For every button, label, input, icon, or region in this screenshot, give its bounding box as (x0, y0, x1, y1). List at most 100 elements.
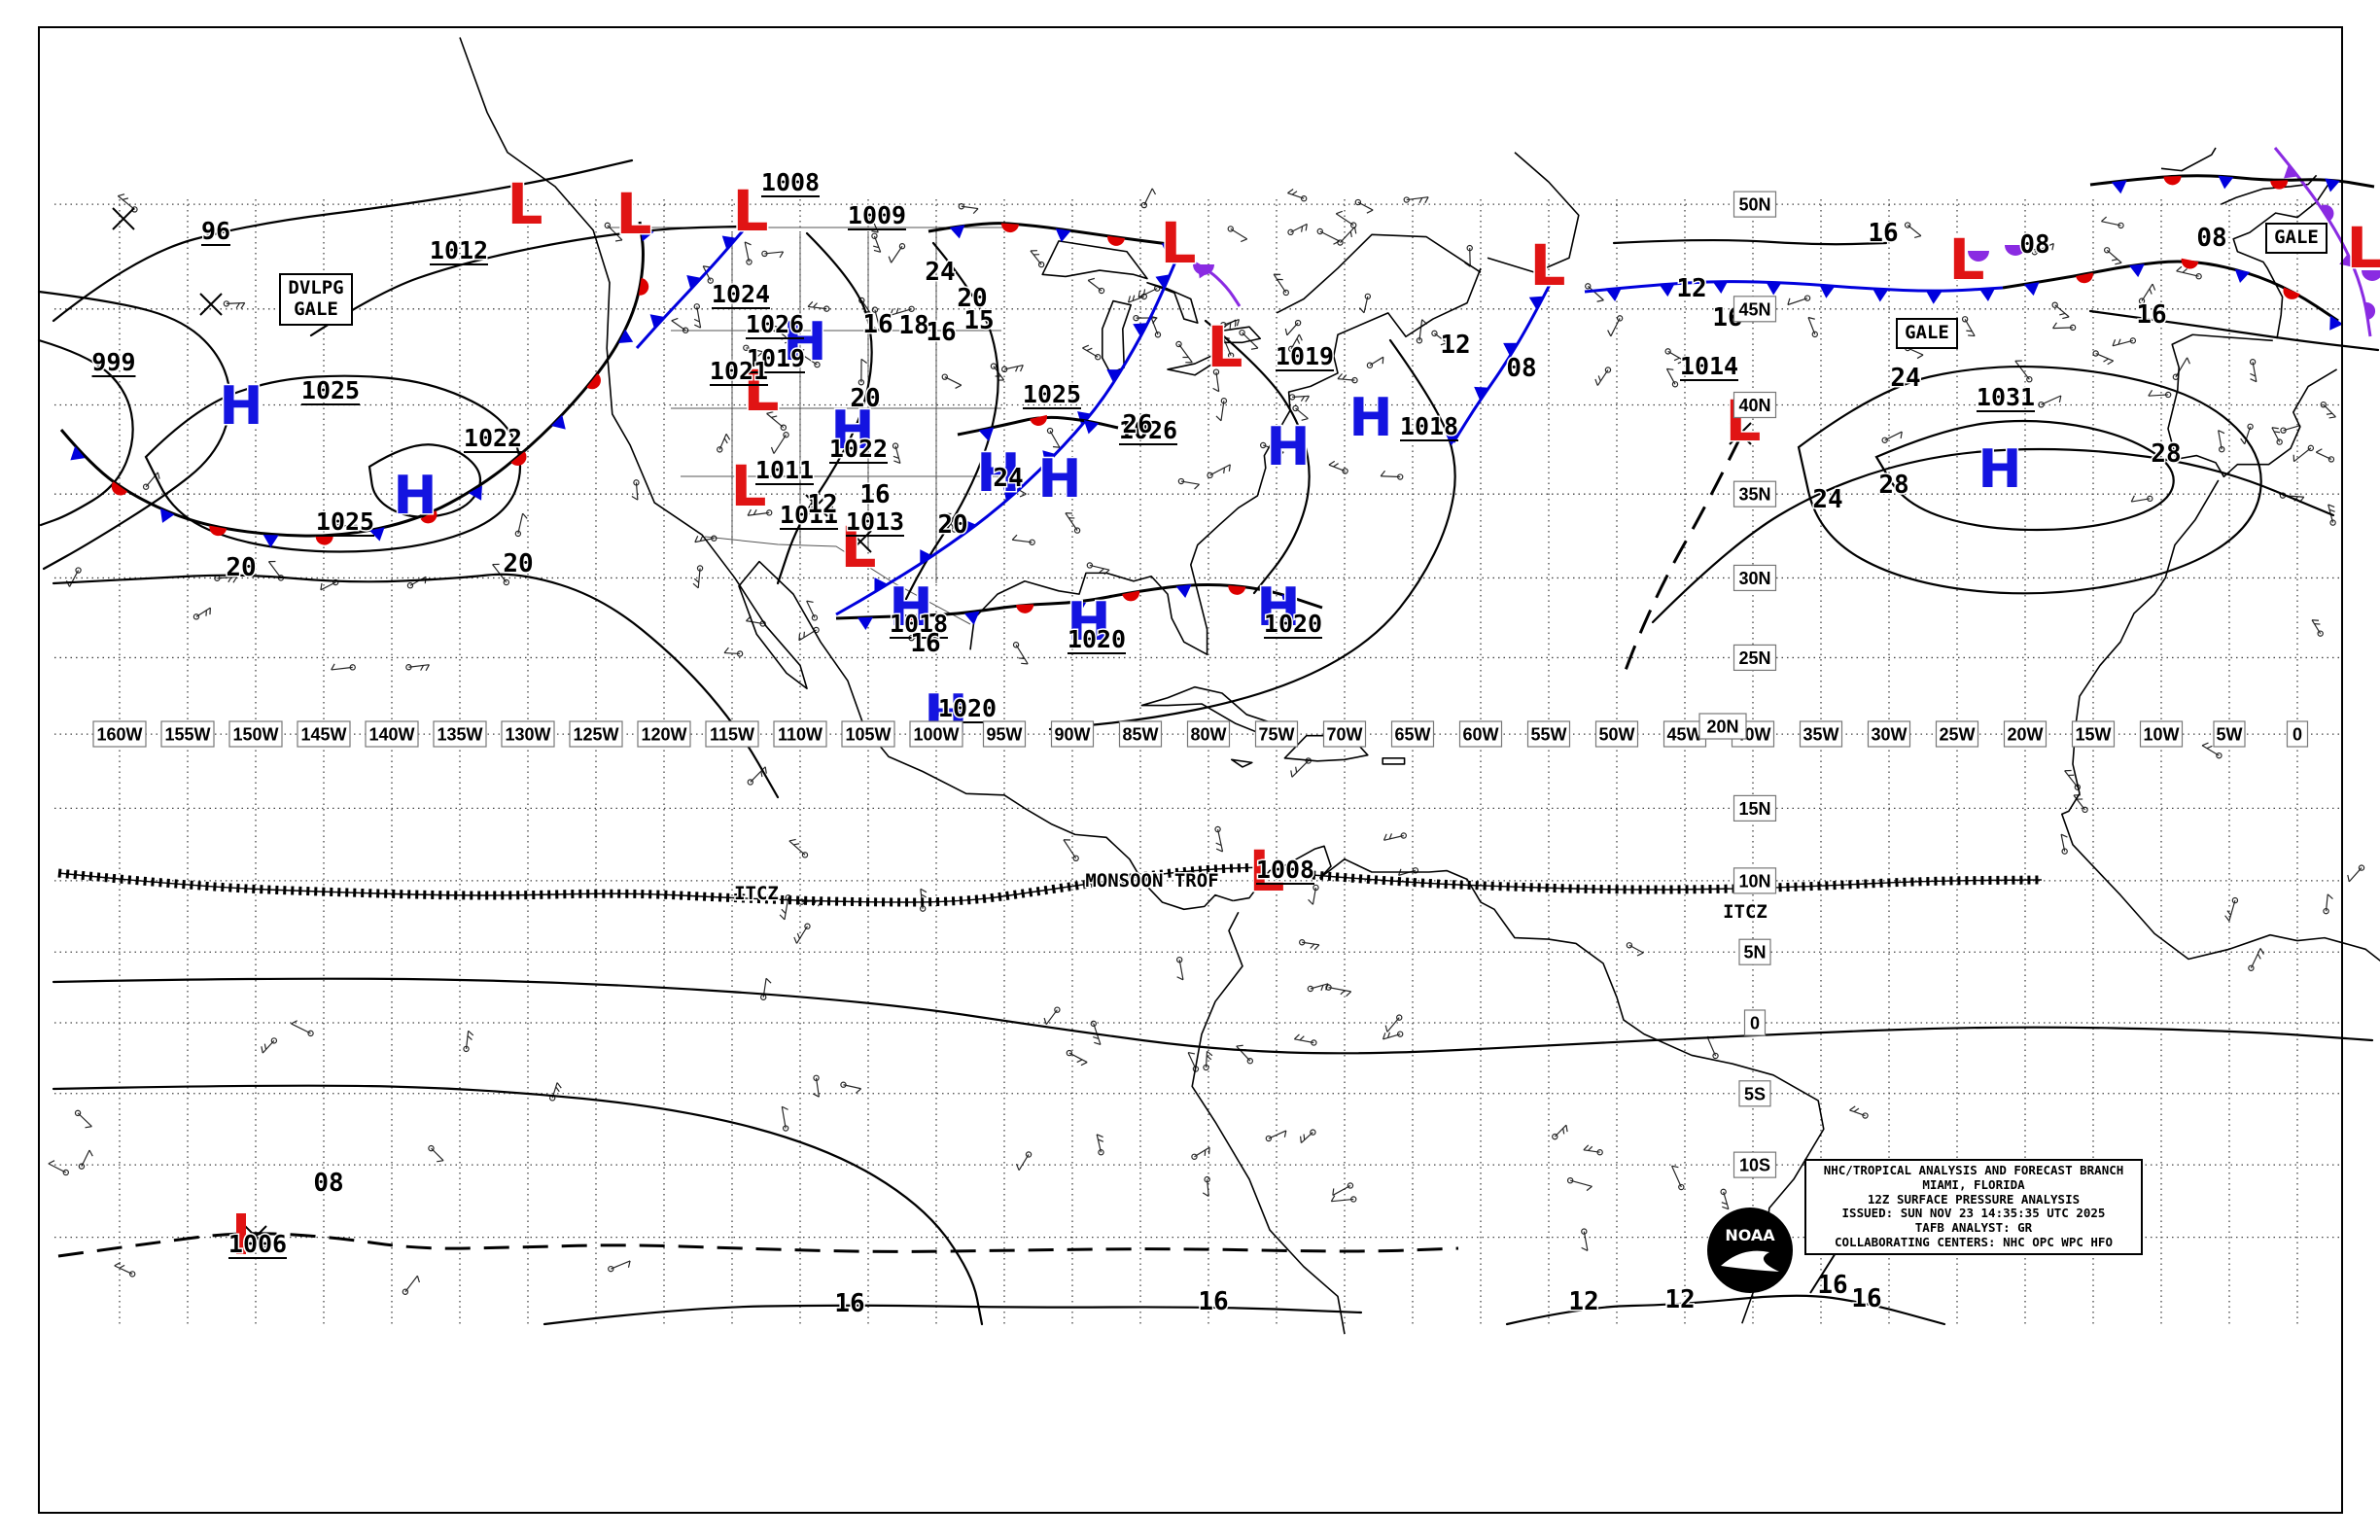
station-circle (2307, 444, 2315, 452)
wind-barb (1677, 360, 1685, 365)
longitude-label: 55W (1530, 725, 1566, 745)
wind-barb (765, 977, 772, 984)
wind-barb (2187, 357, 2190, 365)
x-stroke (199, 293, 223, 316)
warning-box (1896, 318, 1958, 349)
wind-barb (1721, 1202, 1728, 1206)
station-plot (1239, 329, 1259, 350)
isobar-label: 20 (503, 549, 533, 578)
isobar-label: 24 (993, 464, 1023, 493)
station-plot (335, 522, 358, 532)
wind-barb (2315, 448, 2323, 453)
longitude-label: 125W (573, 725, 618, 745)
longitude-label: 25W (1939, 725, 1975, 745)
wind-shaft (1178, 343, 1193, 364)
front-triangle (2111, 180, 2127, 194)
wind-barb (781, 908, 787, 914)
station-circle (1396, 1014, 1403, 1021)
station-circle (1073, 527, 1081, 534)
wind-shaft (81, 1149, 90, 1167)
wind-barb (232, 577, 238, 583)
wind-barb (793, 843, 800, 846)
wind-barb (1202, 1192, 1209, 1198)
station-circle (1265, 1135, 1273, 1142)
isobar-label: 16 (1868, 219, 1898, 248)
station-circle (402, 1288, 409, 1295)
station-plot (1175, 340, 1193, 364)
title-centers: COLLABORATING CENTERS: NHC OPC WPC HFO (1835, 1234, 2113, 1249)
front-semicircle (2270, 180, 2289, 190)
pressure-value-label: 1008 (1256, 856, 1314, 884)
coastline-puerto-rico (1382, 756, 1406, 765)
front-triangle (262, 535, 279, 548)
wind-barb (555, 1086, 560, 1093)
wind-barb (1325, 983, 1329, 991)
station-plot (2014, 360, 2033, 383)
wind-barb (1384, 1025, 1388, 1032)
isobar-label: 24 (1890, 364, 1920, 393)
wind-barb (1206, 1055, 1212, 1061)
station-plot (1380, 470, 1404, 480)
wind-shaft (2112, 339, 2134, 347)
latitude-label-box (1738, 1080, 1771, 1107)
pressure-value-label: 1006 (228, 1230, 287, 1258)
station-circle (608, 1265, 614, 1273)
wind-shaft (1328, 987, 1351, 993)
title-analyst: TAFB ANALYST: GR (1914, 1220, 2033, 1235)
wind-shaft (2148, 394, 2169, 397)
wind-barb (1296, 337, 1301, 344)
longitude-label: 85W (1122, 725, 1158, 745)
latitude-label: 10N (1738, 871, 1770, 891)
wind-barb (1900, 431, 1903, 439)
longitude-label-box (569, 720, 623, 748)
station-plot (320, 578, 339, 591)
wind-barb (1562, 1128, 1565, 1135)
station-plot (1382, 832, 1407, 841)
warning-box (2265, 223, 2328, 254)
station-circle (1337, 239, 1344, 246)
station-circle (814, 361, 821, 368)
pressure-value-label: 1011 (780, 501, 838, 529)
front-triangle (1474, 386, 1489, 401)
front-triangle (1503, 342, 1519, 357)
wind-barb (694, 536, 699, 542)
wind-shaft (784, 897, 789, 920)
wind-barb (1299, 1035, 1305, 1041)
wind-shaft (1015, 644, 1029, 665)
pressure-value-label: 1011 (755, 456, 814, 484)
longitude-label-box (1186, 720, 1231, 748)
wind-barb (614, 239, 623, 242)
wind-barb (1176, 976, 1184, 981)
wind-barb (1222, 336, 1230, 339)
isobar-label: 16 (1851, 1284, 1881, 1313)
wind-shaft (1787, 298, 1808, 306)
wind-shaft (1294, 1038, 1314, 1044)
wind-shaft (1583, 1149, 1600, 1153)
wind-barb (467, 1035, 472, 1040)
station-plot (1066, 1049, 1088, 1067)
low-center-symbol: L (1530, 232, 1566, 298)
warning-box-label: GALE (1905, 322, 1949, 343)
station-circle (1175, 340, 1182, 348)
station-circle (1066, 1049, 1073, 1057)
isobar-label: 24 (1812, 485, 1842, 514)
wind-barb (1581, 1246, 1589, 1251)
station-circle (142, 483, 150, 490)
station-plot (604, 222, 623, 242)
station-circle (717, 446, 723, 453)
wind-shaft (2073, 794, 2086, 811)
wind-barb (1241, 238, 1247, 243)
isobar-label: 16 (834, 1289, 864, 1318)
station-plot (2176, 265, 2202, 280)
front-line (2273, 147, 2372, 337)
isobar (1048, 338, 1456, 731)
high-center-symbol: H (219, 375, 262, 437)
page-border (38, 26, 2343, 1514)
longitude-label: 70W (1326, 725, 1362, 745)
station-circle (2051, 301, 2058, 308)
station-plot (943, 512, 959, 533)
front-triangle (2284, 163, 2299, 179)
isobar (776, 231, 873, 585)
wind-barb (1099, 568, 1104, 574)
wind-shaft (1268, 1130, 1287, 1139)
